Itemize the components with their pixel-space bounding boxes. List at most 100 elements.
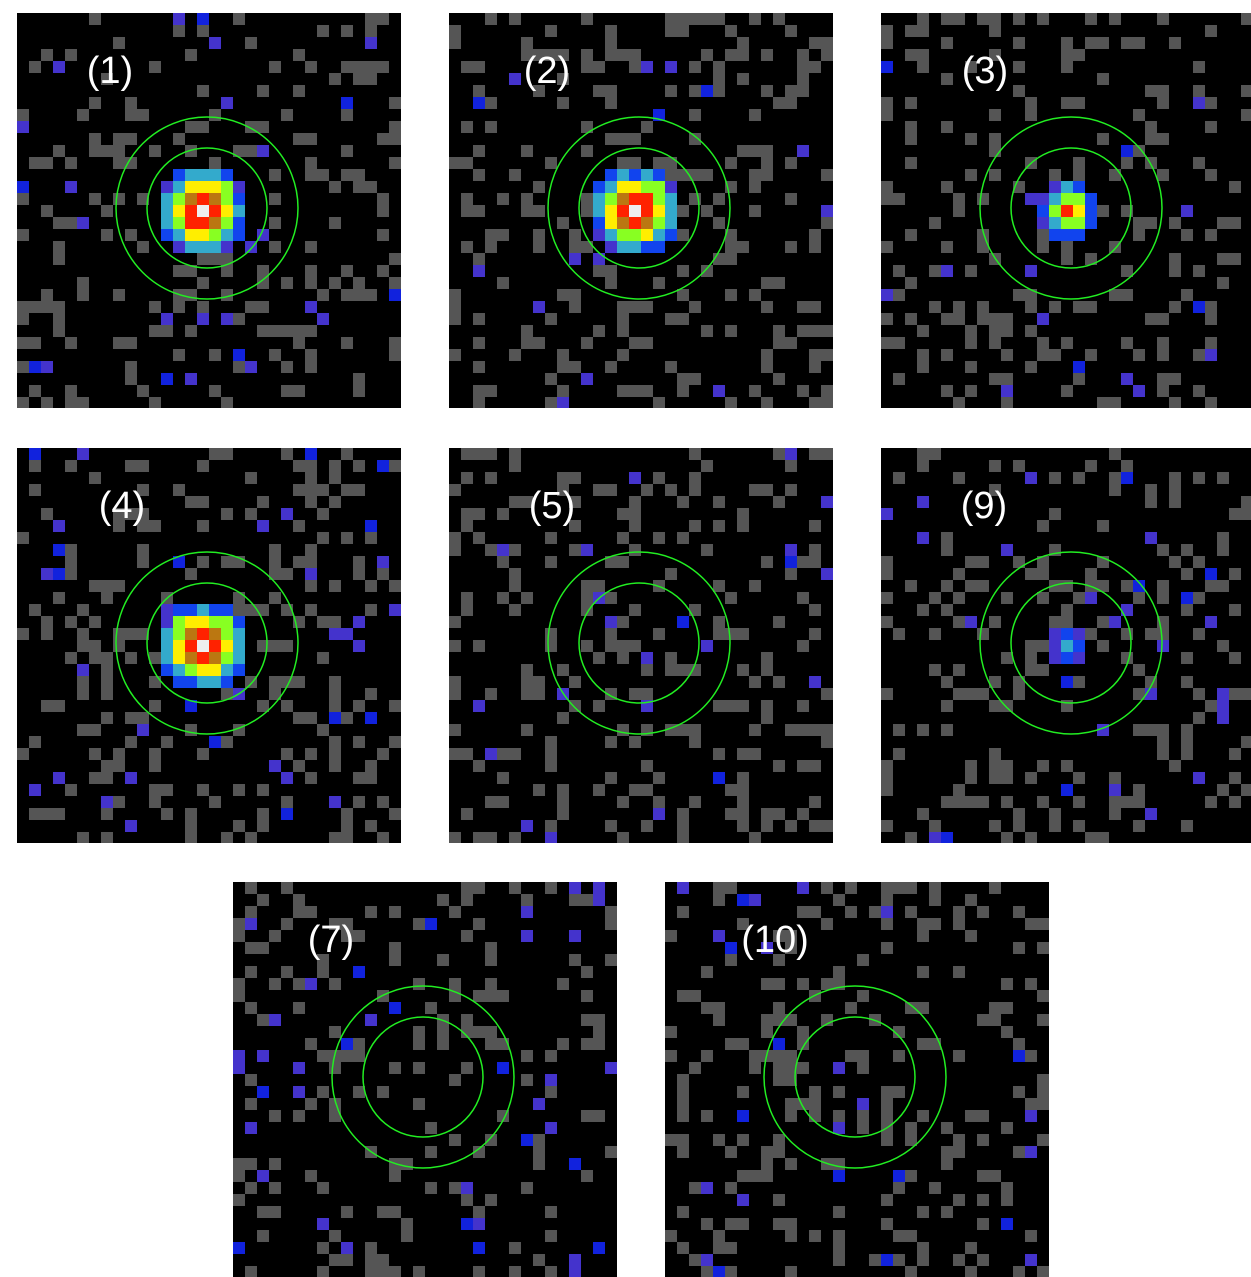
noise-pixel — [761, 1158, 773, 1170]
noise-pixel — [677, 373, 689, 385]
source-pixel — [233, 616, 245, 628]
source-pixel — [605, 229, 617, 241]
noise-pixel — [677, 13, 689, 25]
noise-pixel — [713, 1014, 725, 1026]
noise-pixel — [1145, 808, 1157, 820]
noise-pixel — [413, 918, 425, 930]
noise-pixel — [929, 894, 941, 906]
noise-pixel — [389, 1266, 401, 1277]
noise-pixel — [749, 832, 761, 843]
noise-pixel — [281, 109, 293, 121]
noise-pixel — [1013, 676, 1025, 688]
noise-pixel — [1241, 736, 1251, 748]
noise-pixel — [305, 604, 317, 616]
noise-pixel — [305, 472, 317, 484]
noise-pixel — [269, 640, 281, 652]
source-pixel — [1037, 217, 1049, 229]
noise-pixel — [29, 157, 41, 169]
noise-pixel — [233, 361, 245, 373]
noise-pixel — [545, 25, 557, 37]
noise-pixel — [353, 460, 365, 472]
noise-pixel — [1169, 37, 1181, 49]
noise-pixel — [653, 472, 665, 484]
noise-pixel — [293, 1062, 305, 1074]
noise-pixel — [581, 1110, 593, 1122]
noise-pixel — [857, 1098, 869, 1110]
noise-pixel — [581, 61, 593, 73]
noise-pixel — [581, 13, 593, 25]
noise-pixel — [365, 289, 377, 301]
noise-pixel — [797, 700, 809, 712]
noise-pixel — [1229, 688, 1241, 700]
noise-pixel — [569, 700, 581, 712]
noise-pixel — [737, 145, 749, 157]
noise-pixel — [881, 337, 893, 349]
noise-pixel — [1181, 592, 1193, 604]
noise-pixel — [629, 688, 641, 700]
noise-pixel — [293, 49, 305, 61]
noise-pixel — [1013, 942, 1025, 954]
noise-pixel — [689, 472, 701, 484]
noise-pixel — [389, 460, 401, 472]
noise-pixel — [533, 181, 545, 193]
noise-pixel — [389, 808, 401, 820]
source-pixel — [1049, 652, 1061, 664]
noise-pixel — [1169, 496, 1181, 508]
noise-pixel — [701, 169, 713, 181]
noise-pixel — [989, 313, 1001, 325]
noise-pixel — [881, 918, 893, 930]
panel-label: (2) — [524, 50, 570, 92]
noise-pixel — [1037, 796, 1049, 808]
noise-pixel — [905, 882, 917, 894]
noise-pixel — [617, 325, 629, 337]
noise-pixel — [773, 1134, 785, 1146]
source-pixel — [653, 193, 665, 205]
noise-pixel — [1145, 217, 1157, 229]
noise-pixel — [221, 265, 233, 277]
noise-pixel — [689, 990, 701, 1002]
noise-pixel — [389, 1002, 401, 1014]
source-pixel — [593, 229, 605, 241]
noise-pixel — [1133, 784, 1145, 796]
noise-pixel — [317, 25, 329, 37]
noise-pixel — [461, 508, 473, 520]
noise-pixel — [377, 61, 389, 73]
noise-pixel — [1217, 277, 1229, 289]
noise-pixel — [917, 724, 929, 736]
noise-pixel — [1013, 1086, 1025, 1098]
noise-pixel — [677, 1074, 689, 1086]
noise-pixel — [245, 1074, 257, 1086]
noise-pixel — [1025, 1254, 1037, 1266]
noise-pixel — [197, 25, 209, 37]
noise-pixel — [821, 385, 833, 397]
noise-pixel — [29, 484, 41, 496]
noise-pixel — [809, 906, 821, 918]
noise-pixel — [605, 1146, 617, 1158]
noise-pixel — [1193, 556, 1205, 568]
noise-pixel — [437, 894, 449, 906]
noise-pixel — [485, 1134, 497, 1146]
noise-pixel — [905, 832, 917, 843]
noise-pixel — [749, 145, 761, 157]
noise-pixel — [761, 712, 773, 724]
noise-pixel — [581, 894, 593, 906]
panel-label: (5) — [529, 485, 575, 527]
noise-pixel — [437, 954, 449, 966]
noise-pixel — [1085, 592, 1097, 604]
noise-pixel — [605, 772, 617, 784]
panel-label: (7) — [308, 919, 354, 961]
noise-pixel — [581, 1014, 593, 1026]
noise-pixel — [1229, 772, 1241, 784]
noise-pixel — [461, 157, 473, 169]
noise-pixel — [629, 520, 641, 532]
noise-pixel — [485, 1026, 497, 1038]
noise-pixel — [521, 820, 533, 832]
noise-pixel — [701, 966, 713, 978]
noise-pixel — [149, 760, 161, 772]
noise-pixel — [701, 1002, 713, 1014]
noise-pixel — [809, 724, 821, 736]
noise-pixel — [281, 508, 293, 520]
noise-pixel — [269, 1014, 281, 1026]
noise-pixel — [797, 808, 809, 820]
noise-pixel — [713, 13, 725, 25]
